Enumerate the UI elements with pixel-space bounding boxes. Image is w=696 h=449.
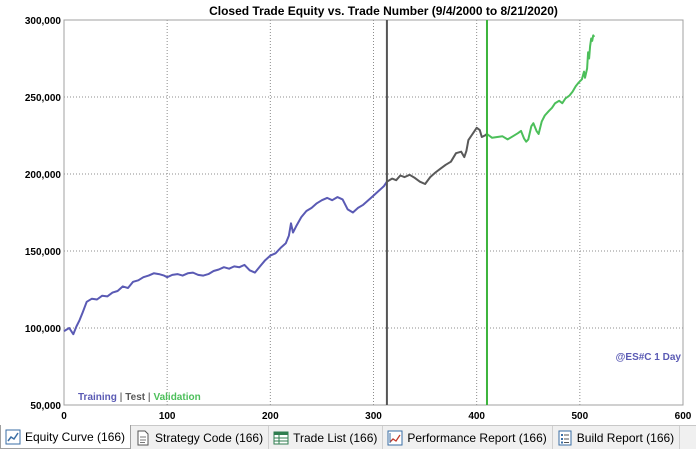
- y-tick-label: 250,000: [25, 93, 62, 104]
- y-tick-label: 150,000: [25, 247, 62, 258]
- y-tick-label: 50,000: [30, 401, 61, 412]
- equity-curve-icon: [5, 429, 21, 445]
- legend-separator: |: [145, 392, 153, 403]
- x-tick-label: 200: [262, 411, 279, 422]
- y-tick-label: 200,000: [25, 170, 62, 181]
- y-tick-label: 100,000: [25, 324, 62, 335]
- list-report-icon: [557, 430, 573, 446]
- tab-performance-report[interactable]: Performance Report (166): [383, 426, 553, 449]
- bottom-tab-bar: Equity Curve (166) Strategy Code (166) T…: [0, 425, 696, 449]
- tab-strategy-code[interactable]: Strategy Code (166): [131, 426, 270, 449]
- tab-build-report[interactable]: Build Report (166): [553, 426, 681, 449]
- x-tick-label: 500: [571, 411, 588, 422]
- tab-trade-list[interactable]: Trade List (166): [269, 426, 384, 449]
- x-tick-label: 300: [365, 411, 382, 422]
- x-tick-label: 600: [675, 411, 692, 422]
- chart-title: Closed Trade Equity vs. Trade Number (9/…: [209, 4, 558, 18]
- legend-item-test: Test: [125, 392, 145, 403]
- tab-label: Performance Report (166): [407, 430, 547, 445]
- chart-svg: Closed Trade Equity vs. Trade Number (9/…: [25, 4, 692, 422]
- legend-item-training: Training: [78, 392, 117, 403]
- chart-report-icon: [387, 430, 403, 446]
- tab-label: Equity Curve (166): [25, 429, 126, 444]
- symbol-label: @ES#C 1 Day: [616, 352, 682, 363]
- series-line-test: [386, 126, 488, 185]
- legend-separator: |: [117, 392, 125, 403]
- tab-label: Build Report (166): [576, 430, 675, 445]
- x-tick-label: 100: [159, 411, 176, 422]
- equity-curve-chart: Closed Trade Equity vs. Trade Number (9/…: [25, 4, 692, 422]
- tab-label: Trade List (166): [293, 430, 378, 445]
- legend: Training | Test | Validation: [78, 392, 201, 403]
- plot-border: [63, 19, 684, 406]
- tab-label: Strategy Code (166): [155, 430, 264, 445]
- x-tick-label: 400: [468, 411, 485, 422]
- series-line-training: [63, 181, 388, 336]
- y-tick-label: 300,000: [25, 16, 62, 27]
- table-icon: [273, 430, 289, 446]
- legend-item-validation: Validation: [153, 392, 200, 403]
- document-icon: [135, 430, 151, 446]
- x-tick-label: 0: [61, 411, 67, 422]
- series-line-validation: [486, 34, 596, 143]
- tab-equity-curve[interactable]: Equity Curve (166): [0, 425, 132, 449]
